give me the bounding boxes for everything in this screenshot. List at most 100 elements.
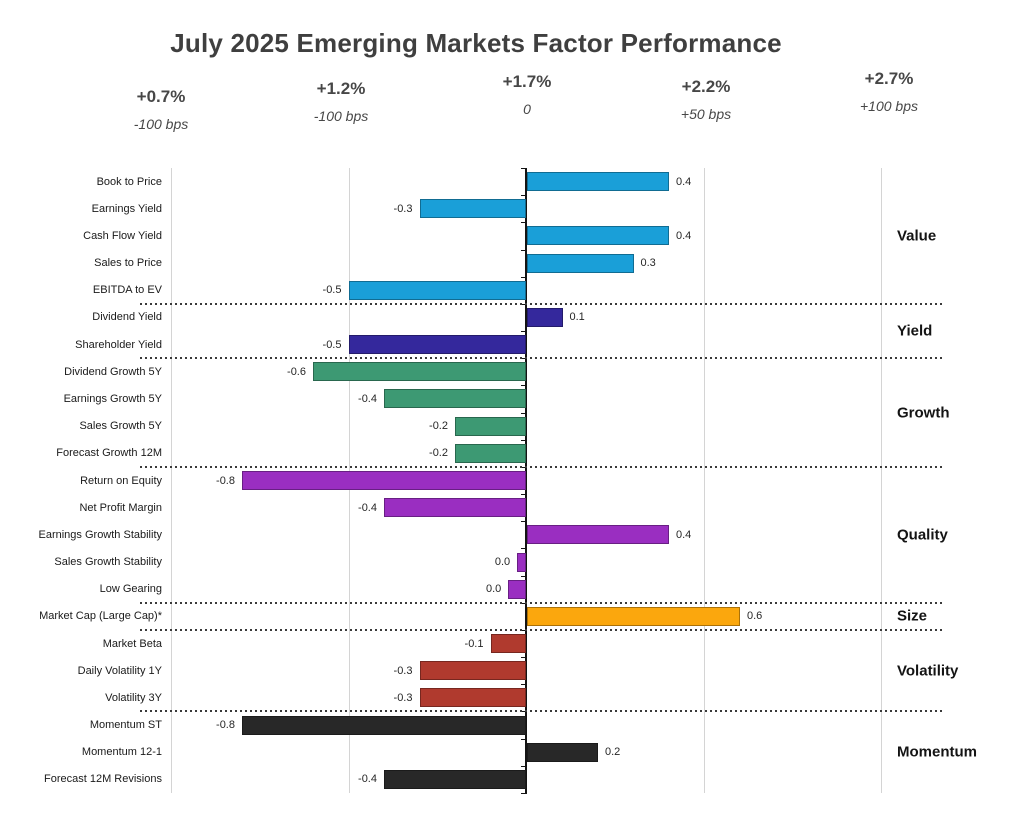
axis-tick (521, 385, 527, 387)
axis-top-label-5: +2.7% +100 bps (860, 69, 918, 114)
axis-top-label-4: +2.2% +50 bps (681, 77, 731, 122)
axis-pct-label: +1.7% (502, 72, 552, 91)
category-label: Low Gearing (99, 583, 162, 596)
bar-value-label: -0.1 (464, 637, 484, 650)
axis-pct-label: +0.7% (136, 87, 186, 106)
group-label: Quality (897, 526, 948, 544)
group-label: Value (897, 227, 937, 245)
axis-tick (521, 494, 527, 496)
bar-value-label: -0.6 (287, 365, 306, 378)
bar (242, 471, 526, 490)
axis-tick (521, 195, 527, 197)
group-separator-line (140, 357, 945, 360)
bar (527, 226, 669, 246)
axis-tick (521, 521, 527, 523)
bar-value-label: -0.2 (429, 420, 448, 433)
category-label: Return on Equity (80, 474, 162, 487)
bar-value-label: -0.3 (393, 691, 413, 704)
bar-value-label: -0.2 (429, 447, 448, 460)
axis-top-label-2: +1.2% -100 bps (314, 79, 368, 124)
group-separator-line (140, 302, 945, 305)
bar-value-label: -0.8 (216, 474, 235, 487)
axis-top-label-1: +0.7% -100 bps (134, 87, 188, 132)
category-label: Momentum ST (89, 719, 162, 732)
category-label: Book to Price (96, 175, 162, 188)
category-label: Market Cap (Large Cap)* (39, 610, 162, 623)
axis-pct-label: +2.7% (864, 69, 914, 88)
bar-value-label: -0.3 (393, 202, 413, 215)
axis-tick (521, 657, 527, 659)
bar-value-label: 0.0 (485, 583, 502, 596)
axis-bps-label: -100 bps (133, 116, 189, 132)
bar-value-label: -0.4 (358, 392, 377, 405)
axis-tick (521, 276, 527, 278)
group-separator-line (140, 601, 945, 604)
bar (242, 715, 526, 735)
bar (313, 362, 526, 382)
bar (419, 688, 526, 708)
group-label: Momentum (897, 743, 977, 761)
bar-value-label: -0.5 (322, 338, 342, 351)
category-label: Forecast 12M Revisions (44, 773, 162, 786)
bar-value-label: -0.5 (322, 284, 342, 297)
bar (527, 172, 669, 192)
bar (384, 769, 526, 789)
bar-value-label: 0.4 (676, 528, 692, 541)
bar (455, 443, 526, 463)
category-label: Market Beta (102, 637, 162, 650)
bar-value-label: -0.8 (216, 719, 235, 732)
bar-value-label: -0.4 (358, 773, 377, 786)
axis-bps-label: 0 (523, 101, 531, 117)
axis-tick (521, 765, 527, 767)
category-label: Momentum 12-1 (81, 746, 162, 759)
axis-tick (521, 738, 527, 740)
category-label: Sales Growth Stability (54, 556, 162, 569)
bar (527, 307, 563, 327)
axis-tick (521, 684, 527, 686)
zero-axis-line (525, 168, 527, 793)
axis-tick (521, 575, 527, 577)
axis-pct-label: +1.2% (316, 79, 366, 98)
axis-tick (521, 331, 527, 333)
bar (419, 199, 526, 219)
bar (455, 416, 526, 436)
bar (508, 579, 526, 599)
axis-bps-label: +100 bps (860, 98, 918, 114)
bar-value-label: 0.1 (569, 311, 585, 324)
bar-value-label: 0.3 (640, 257, 656, 270)
axis-tick (521, 222, 527, 224)
category-label: EBITDA to EV (92, 284, 162, 297)
axis-tick (521, 168, 527, 169)
bar-value-label: -0.4 (358, 501, 377, 514)
category-label: Earnings Growth 5Y (63, 392, 162, 405)
bar (527, 525, 669, 545)
group-label: Growth (897, 404, 950, 422)
bar-value-label: -0.3 (393, 664, 413, 677)
bar-value-label: 0.2 (605, 746, 621, 759)
axis-pct-label: +2.2% (681, 77, 731, 96)
group-label: Volatility (897, 662, 959, 680)
bar (527, 606, 740, 626)
bar (419, 661, 526, 681)
axis-bps-label: +50 bps (680, 106, 732, 122)
bar (348, 280, 526, 300)
category-label: Sales Growth 5Y (79, 420, 162, 433)
axis-tick (521, 548, 527, 550)
axis-tick (521, 793, 527, 794)
category-label: Cash Flow Yield (83, 229, 162, 242)
bar (527, 253, 634, 273)
group-separator-line (140, 465, 945, 468)
group-label: Yield (897, 322, 933, 340)
category-label: Dividend Yield (92, 311, 162, 324)
category-label: Earnings Yield (91, 202, 162, 215)
axis-bps-label: -100 bps (313, 108, 369, 124)
bar (490, 634, 526, 654)
category-label: Earnings Growth Stability (38, 528, 163, 541)
bar-value-label: 0.4 (676, 229, 692, 242)
category-label: Dividend Growth 5Y (64, 365, 162, 378)
bar (348, 335, 526, 355)
axis-top-label-3: +1.7% 0 (503, 72, 552, 117)
bar-value-label: 0.4 (676, 175, 692, 188)
gridline (881, 168, 882, 793)
